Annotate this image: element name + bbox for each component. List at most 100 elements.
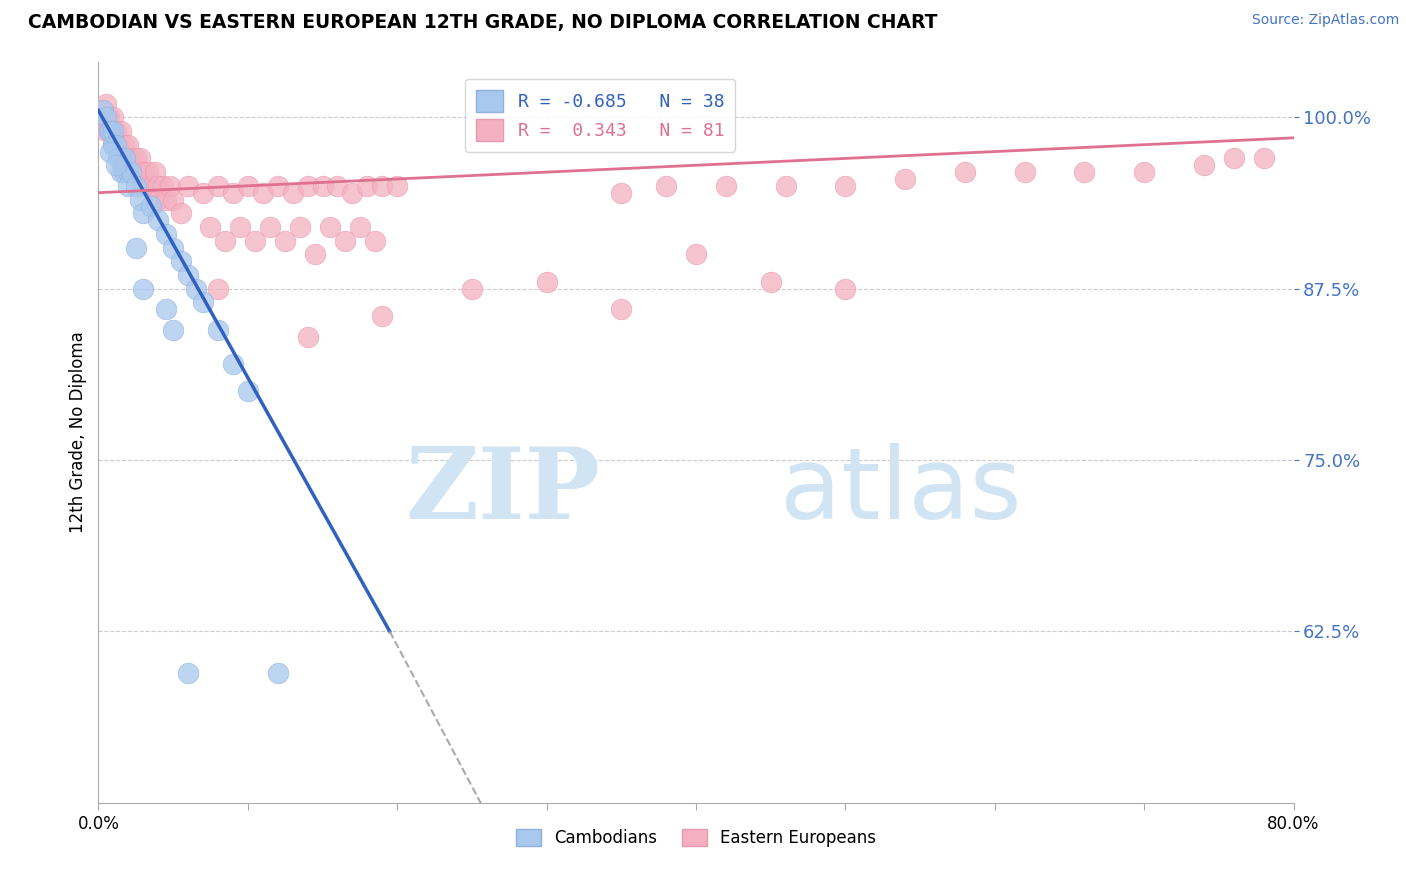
Point bbox=[245, 234, 267, 248]
Point bbox=[252, 186, 274, 200]
Point bbox=[94, 124, 117, 138]
Point bbox=[297, 178, 319, 193]
Point bbox=[125, 240, 148, 255]
Point bbox=[1223, 152, 1246, 166]
Point bbox=[714, 178, 737, 193]
Text: atlas: atlas bbox=[779, 443, 1021, 541]
Point bbox=[112, 165, 135, 179]
Point bbox=[155, 193, 177, 207]
Point bbox=[162, 193, 184, 207]
Point bbox=[834, 282, 856, 296]
Point bbox=[129, 152, 152, 166]
Point bbox=[98, 145, 122, 159]
Text: Source: ZipAtlas.com: Source: ZipAtlas.com bbox=[1251, 13, 1399, 28]
Point bbox=[371, 178, 394, 193]
Point bbox=[148, 213, 170, 227]
Point bbox=[288, 219, 311, 234]
Point bbox=[103, 110, 125, 124]
Point bbox=[953, 165, 976, 179]
Point bbox=[91, 110, 114, 124]
Point bbox=[326, 178, 349, 193]
Point bbox=[105, 158, 128, 172]
Point bbox=[132, 282, 155, 296]
Point bbox=[139, 178, 162, 193]
Point bbox=[98, 124, 122, 138]
Point bbox=[117, 178, 139, 193]
Point bbox=[143, 165, 166, 179]
Point bbox=[1014, 165, 1036, 179]
Point bbox=[236, 178, 259, 193]
Point bbox=[107, 152, 129, 166]
Point bbox=[103, 137, 125, 152]
Point bbox=[132, 178, 155, 193]
Point bbox=[107, 137, 129, 152]
Point bbox=[894, 172, 917, 186]
Point bbox=[349, 219, 371, 234]
Point bbox=[169, 254, 191, 268]
Point bbox=[120, 165, 142, 179]
Point bbox=[342, 186, 364, 200]
Point bbox=[105, 124, 128, 138]
Point bbox=[267, 665, 290, 680]
Text: ZIP: ZIP bbox=[405, 443, 600, 541]
Point bbox=[177, 268, 200, 282]
Point bbox=[834, 178, 856, 193]
Point bbox=[98, 124, 122, 138]
Point bbox=[236, 384, 259, 399]
Point bbox=[125, 178, 148, 193]
Point bbox=[610, 186, 633, 200]
Point bbox=[536, 275, 558, 289]
Point bbox=[155, 302, 177, 317]
Point bbox=[125, 165, 148, 179]
Point bbox=[177, 178, 200, 193]
Point bbox=[371, 309, 394, 323]
Point bbox=[110, 152, 132, 166]
Point bbox=[103, 124, 125, 138]
Point bbox=[775, 178, 797, 193]
Point bbox=[229, 219, 252, 234]
Point bbox=[152, 178, 174, 193]
Point bbox=[129, 193, 152, 207]
Point bbox=[162, 323, 184, 337]
Point bbox=[114, 152, 136, 166]
Point bbox=[333, 234, 356, 248]
Point bbox=[97, 124, 120, 138]
Point bbox=[177, 665, 200, 680]
Point bbox=[311, 178, 333, 193]
Point bbox=[191, 186, 214, 200]
Point bbox=[685, 247, 707, 261]
Point bbox=[117, 137, 139, 152]
Point bbox=[97, 110, 120, 124]
Point bbox=[114, 152, 136, 166]
Point bbox=[385, 178, 409, 193]
Point bbox=[319, 219, 342, 234]
Point bbox=[759, 275, 782, 289]
Point bbox=[110, 124, 132, 138]
Point bbox=[117, 165, 139, 179]
Point bbox=[139, 199, 162, 213]
Point bbox=[148, 193, 170, 207]
Point bbox=[132, 165, 155, 179]
Point bbox=[1253, 152, 1275, 166]
Point bbox=[281, 186, 304, 200]
Point bbox=[356, 178, 378, 193]
Point bbox=[1192, 158, 1215, 172]
Point bbox=[214, 234, 236, 248]
Point bbox=[200, 219, 222, 234]
Point bbox=[304, 247, 326, 261]
Point bbox=[94, 96, 117, 111]
Point bbox=[207, 323, 229, 337]
Point bbox=[120, 152, 142, 166]
Point bbox=[364, 234, 387, 248]
Point bbox=[105, 137, 128, 152]
Point bbox=[207, 178, 229, 193]
Point bbox=[267, 178, 290, 193]
Legend: Cambodians, Eastern Europeans: Cambodians, Eastern Europeans bbox=[509, 822, 883, 854]
Point bbox=[222, 357, 245, 371]
Point bbox=[1133, 165, 1156, 179]
Point bbox=[297, 329, 319, 343]
Point bbox=[207, 282, 229, 296]
Text: CAMBODIAN VS EASTERN EUROPEAN 12TH GRADE, NO DIPLOMA CORRELATION CHART: CAMBODIAN VS EASTERN EUROPEAN 12TH GRADE… bbox=[28, 13, 938, 32]
Point bbox=[259, 219, 281, 234]
Point bbox=[461, 282, 484, 296]
